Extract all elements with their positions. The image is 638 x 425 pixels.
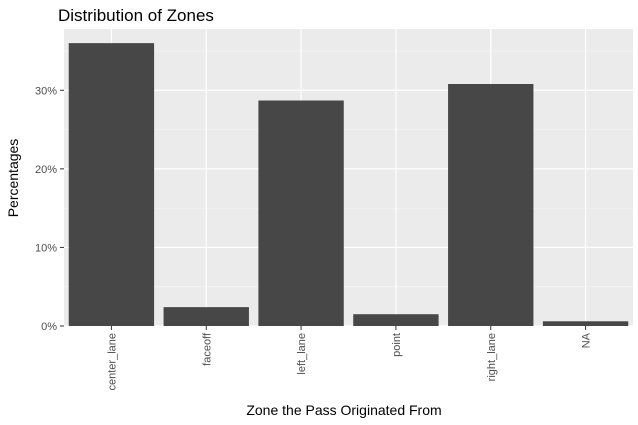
y-tick-label: 20% <box>35 164 57 176</box>
plot-panel <box>64 29 633 326</box>
x-tick-label: right_lane <box>486 333 498 381</box>
chart-title: Distribution of Zones <box>58 6 214 25</box>
y-tick-label: 10% <box>35 242 57 254</box>
bar-left-lane <box>258 100 344 326</box>
y-axis-title: Percentages <box>5 139 21 218</box>
bars <box>68 43 629 327</box>
x-axis-title: Zone the Pass Originated From <box>246 402 441 418</box>
bar-faceoff <box>163 307 249 326</box>
bar-right-lane <box>448 84 534 326</box>
bar-point <box>353 314 439 326</box>
bar-na <box>542 321 629 326</box>
x-tick-label: point <box>391 333 403 357</box>
y-axis: 0% 10% 20% 30% <box>35 85 64 333</box>
y-tick-label: 0% <box>41 321 57 333</box>
bar-center-lane <box>68 43 155 327</box>
x-tick-label: faceoff <box>201 332 213 366</box>
y-tick-label: 30% <box>35 85 57 97</box>
x-tick-label: left_lane <box>296 333 308 375</box>
x-tick-label: NA <box>581 332 593 348</box>
x-axis: center_lane faceoff left_lane point right_la… <box>106 326 593 391</box>
x-tick-label: center_lane <box>106 333 118 391</box>
